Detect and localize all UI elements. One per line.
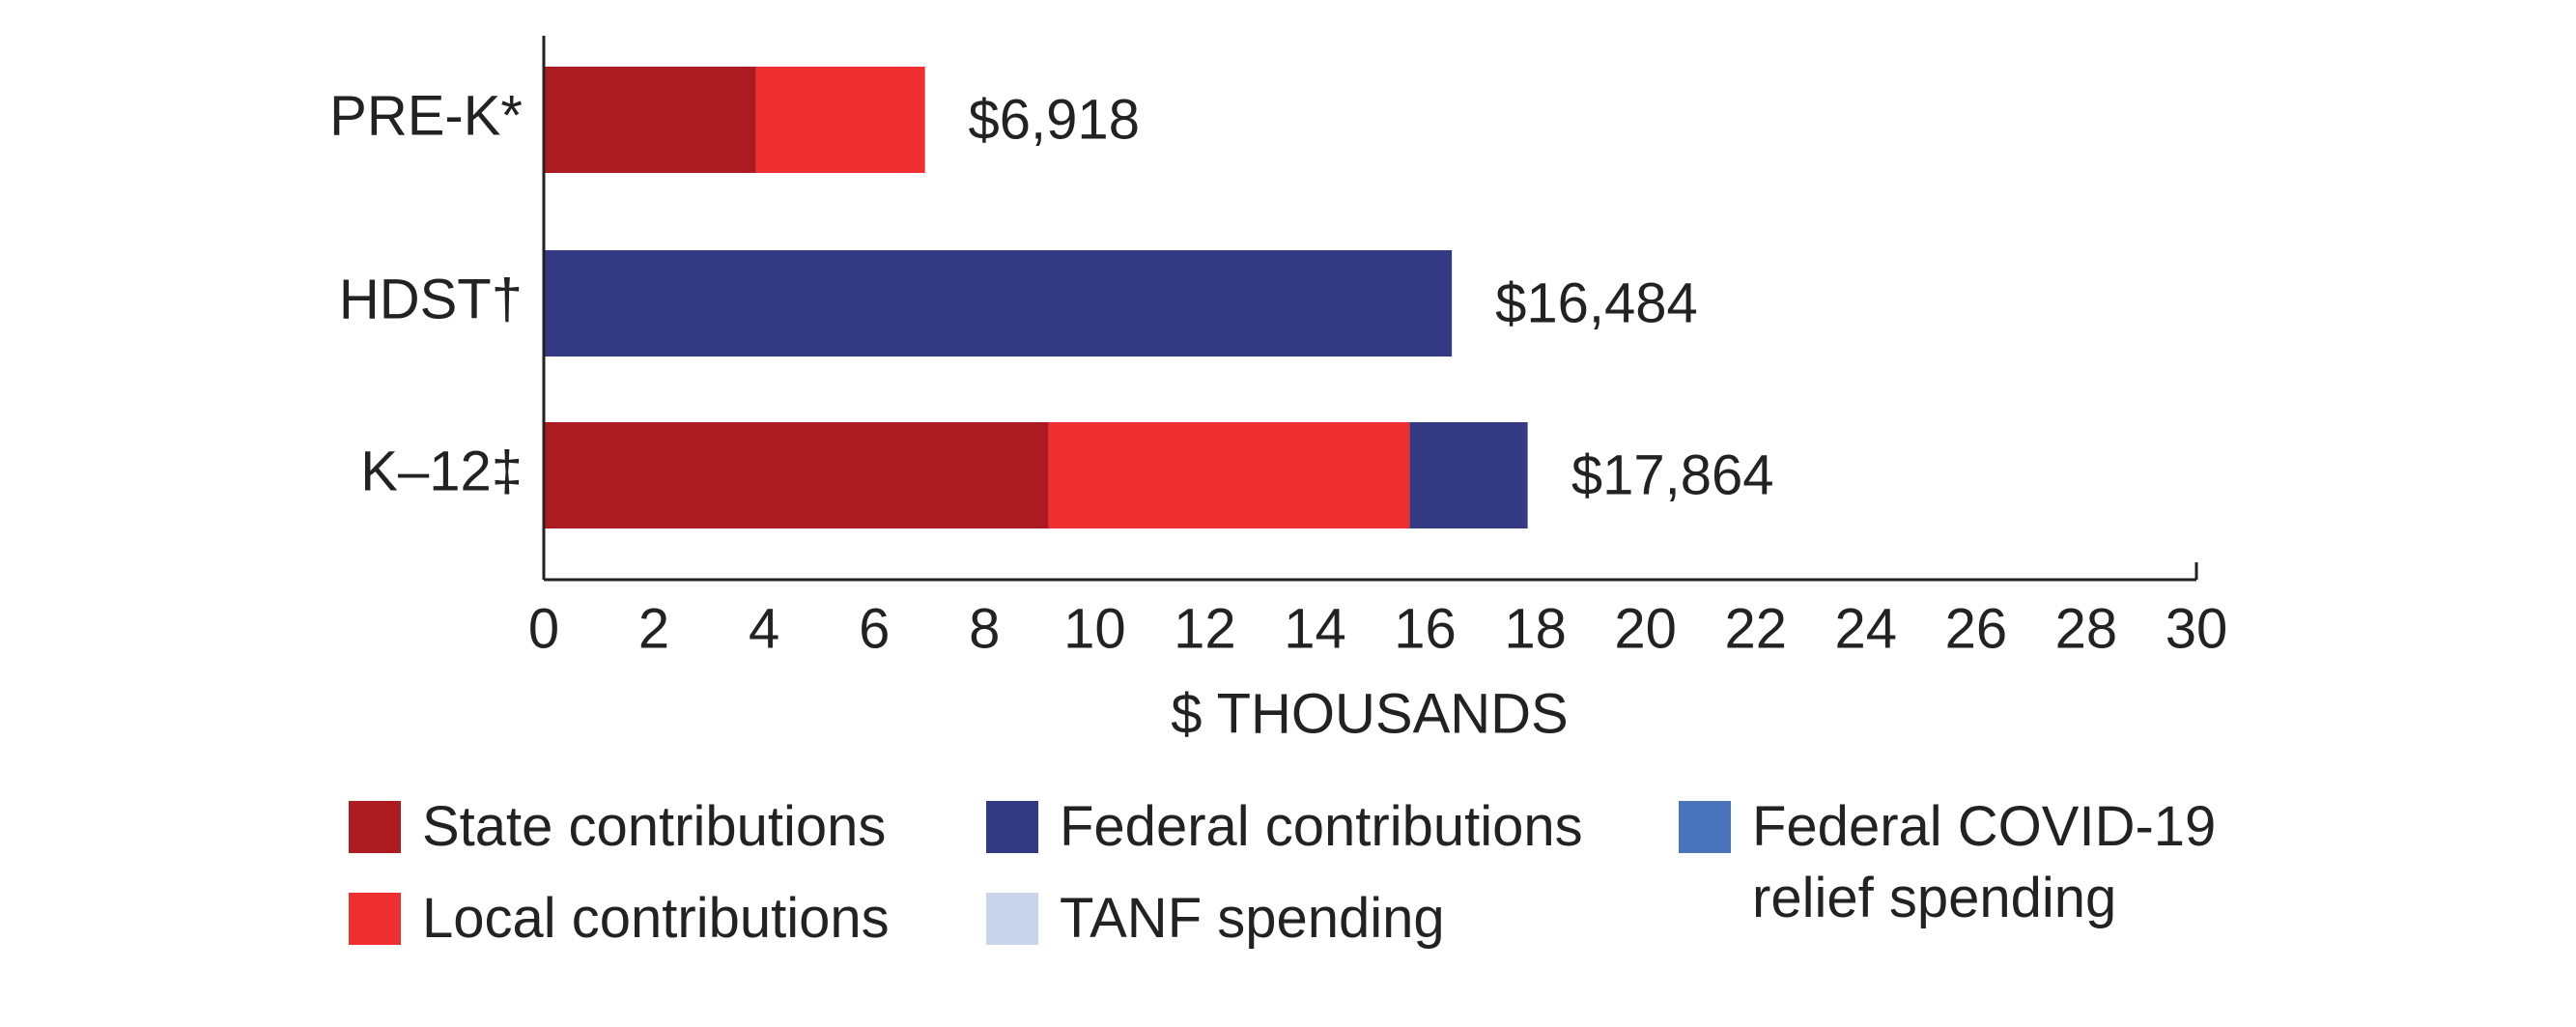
legend-swatch	[349, 893, 401, 945]
x-tick-label: 26	[1945, 597, 2008, 660]
x-tick-label: 30	[2166, 597, 2228, 660]
bar-segment	[544, 422, 1049, 528]
x-tick-label: 6	[859, 597, 890, 660]
legend-label: Federal COVID-19 relief spending	[1752, 795, 2217, 929]
y-tick-label: K–12‡	[360, 440, 523, 502]
legend-item: Federal contributions	[986, 791, 1583, 863]
total-label: $17,864	[1571, 443, 1774, 506]
x-tick-label: 18	[1504, 597, 1567, 660]
legend-label: TANF spending	[1060, 887, 1445, 950]
total-label: $6,918	[969, 88, 1140, 151]
bar-segment	[544, 250, 1453, 357]
bar-segment	[1409, 422, 1528, 528]
legend-item: TANF spending	[986, 883, 1445, 955]
legend-swatch	[986, 801, 1038, 853]
bar-segment	[1048, 422, 1410, 528]
x-tick-label: 14	[1284, 597, 1346, 660]
y-tick-label: PRE-K*	[329, 84, 523, 147]
legend-item: State contributions	[349, 791, 886, 863]
x-tick-label: 24	[1835, 597, 1898, 660]
bar-segment	[544, 67, 756, 173]
x-tick-label: 10	[1063, 597, 1126, 660]
x-tick-label: 0	[528, 597, 559, 660]
x-tick-label: 16	[1394, 597, 1457, 660]
x-tick-label: 22	[1724, 597, 1787, 660]
bar-segment	[755, 67, 925, 173]
x-tick-label: 12	[1174, 597, 1236, 660]
total-label: $16,484	[1495, 271, 1698, 334]
legend-swatch	[1679, 801, 1731, 853]
legend-item: Local contributions	[349, 883, 890, 955]
legend-swatch	[986, 893, 1038, 945]
legend-swatch	[349, 801, 401, 853]
legend-item: Federal COVID-19 relief spending	[1679, 791, 2268, 934]
x-axis-label: $ THOUSANDS	[1171, 682, 1568, 745]
x-tick-label: 4	[749, 597, 779, 660]
x-tick-label: 28	[2055, 597, 2118, 660]
y-tick-label: HDST†	[339, 268, 523, 330]
x-tick-label: 8	[969, 597, 1000, 660]
legend-label: State contributions	[422, 795, 887, 858]
x-tick-label: 20	[1614, 597, 1677, 660]
x-tick-label: 2	[638, 597, 669, 660]
legend-label: Federal contributions	[1060, 795, 1583, 858]
legend-label: Local contributions	[422, 887, 890, 950]
